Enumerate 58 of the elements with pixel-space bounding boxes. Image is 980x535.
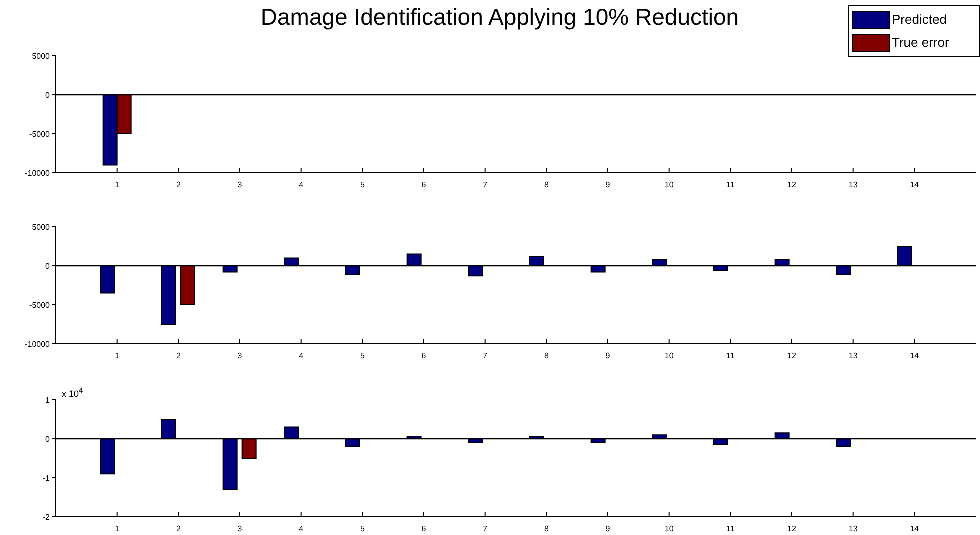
y-tick-label: 0: [46, 262, 51, 271]
x-tick-label: 14: [910, 524, 920, 534]
x-tick-label: 9: [606, 524, 611, 534]
y-tick-label: -5000: [30, 130, 51, 139]
x-tick-label: 14: [910, 352, 920, 361]
x-tick-label: 4: [299, 524, 304, 534]
chart-title: Damage Identification Applying 10% Reduction: [260, 4, 740, 31]
x-tick-label: 14: [910, 180, 920, 190]
x-tick-label: 11: [726, 180, 736, 190]
x-tick-label: 11: [726, 524, 736, 534]
x-tick-label: 4: [299, 180, 304, 190]
y-tick-label: -2: [42, 512, 51, 522]
x-tick-label: 1: [115, 524, 120, 534]
x-tick-label: 9: [606, 352, 611, 361]
x-tick-label: 10: [664, 180, 674, 190]
x-tick-label: 7: [483, 180, 488, 190]
x-tick-label: 8: [544, 352, 550, 361]
x-tick-label: 12: [788, 352, 797, 361]
y-tick-label: -10000: [25, 340, 51, 349]
y-tick-label: 5000: [32, 52, 51, 61]
x-tick-label: 11: [726, 352, 736, 361]
legend-label: True error: [892, 35, 950, 50]
x-tick-label: 2: [176, 524, 182, 534]
x-tick-label: 3: [238, 524, 243, 534]
x-tick-label: 13: [848, 524, 858, 534]
y-tick-label: -1: [42, 474, 51, 483]
x-tick-label: 2: [176, 352, 182, 361]
x-tick-label: 13: [848, 352, 858, 361]
x-tick-label: 13: [848, 180, 858, 190]
y-tick-label: 5000: [32, 222, 51, 232]
x-tick-label: 6: [422, 352, 427, 361]
x-tick-label: 9: [606, 180, 611, 190]
x-tick-label: 5: [360, 352, 366, 361]
x-tick-label: 12: [788, 524, 797, 534]
x-tick-label: 10: [664, 524, 674, 534]
x-tick-label: 10: [664, 352, 674, 361]
legend-label: Predicted: [892, 12, 947, 27]
x-tick-label: 1: [115, 180, 120, 190]
x-tick-label: 12: [788, 180, 797, 190]
x-tick-label: 4: [299, 352, 304, 361]
x-tick-label: 3: [238, 352, 243, 361]
x-tick-label: 7: [483, 524, 488, 534]
x-tick-label: 7: [483, 352, 488, 361]
x-tick-label: 2: [176, 180, 182, 190]
x-tick-label: 3: [238, 180, 243, 190]
x-tick-label: 1: [115, 352, 120, 361]
x-tick-label: 5: [360, 524, 366, 534]
y-tick-label: 1: [46, 396, 51, 405]
y-tick-label: 0: [46, 90, 51, 100]
x-tick-label: 5: [360, 180, 366, 190]
x-tick-label: 8: [544, 524, 550, 534]
x-tick-label: 8: [544, 180, 550, 190]
text: x 10$^{4}$: [62, 386, 84, 399]
y-tick-label: -10000: [25, 168, 51, 178]
y-tick-label: -5000: [30, 300, 51, 310]
x-tick-label: 6: [422, 180, 427, 190]
x-tick-label: 6: [422, 524, 427, 534]
y-tick-label: 0: [46, 434, 51, 444]
